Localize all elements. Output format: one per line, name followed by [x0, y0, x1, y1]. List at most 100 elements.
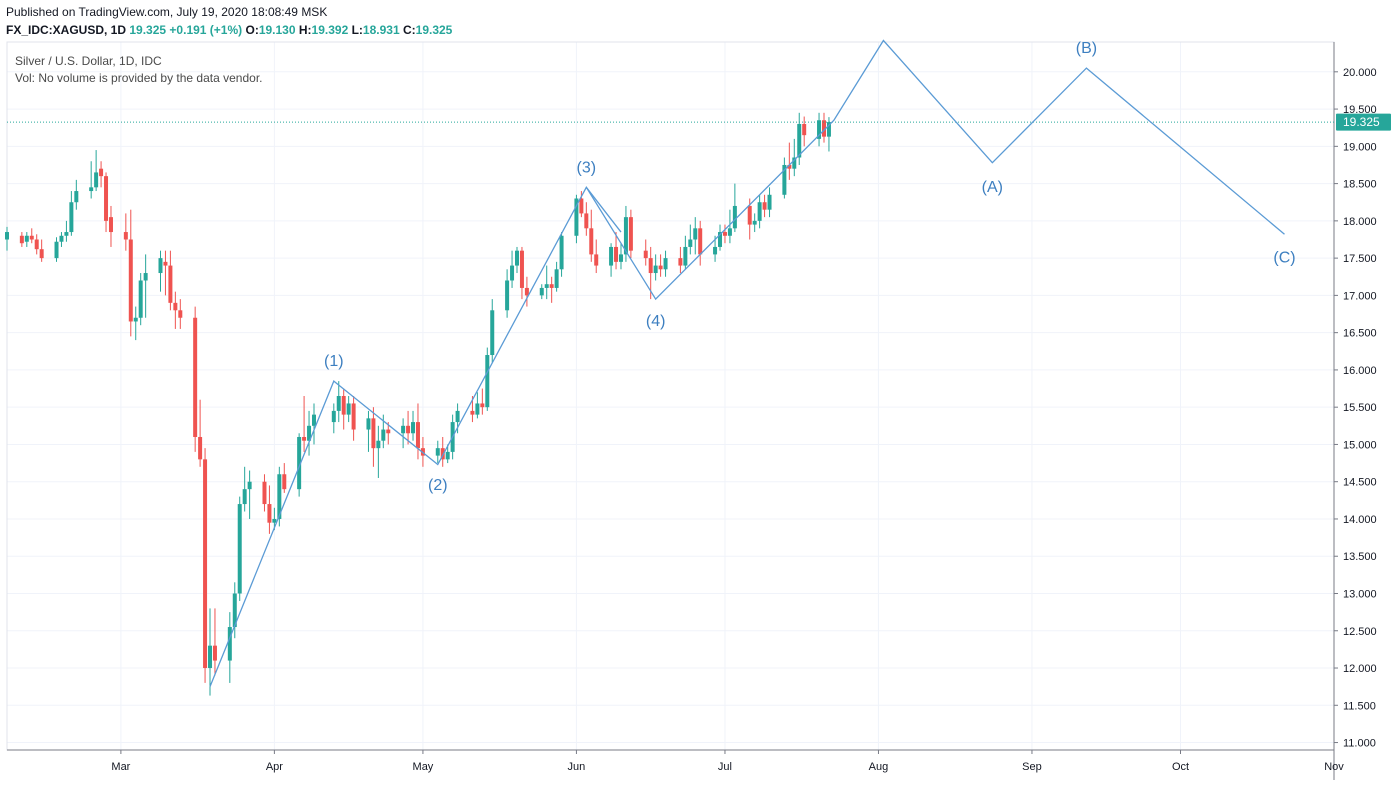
last-price-tag: 19.325 — [1336, 113, 1391, 131]
candle — [282, 463, 287, 493]
last-price-tag-label: 19.325 — [1343, 115, 1380, 129]
candle-body — [792, 157, 797, 169]
candle-body — [519, 250, 524, 288]
candle-body — [698, 228, 703, 255]
candle-body — [618, 254, 623, 262]
candle-body — [401, 425, 406, 434]
candle — [440, 436, 445, 467]
candle — [242, 466, 247, 512]
candle-body — [19, 235, 24, 244]
candle — [475, 392, 480, 419]
candle-body — [455, 410, 460, 423]
candle-body — [302, 436, 307, 441]
candle — [193, 306, 198, 452]
y-tick-label: 12.500 — [1343, 626, 1377, 638]
candle-body — [242, 489, 247, 505]
price-axis[interactable]: 11.000 11.500 12.000 12.500 13.000 13.500 14.0… — [1334, 67, 1377, 750]
candle — [411, 410, 416, 441]
candle-body — [173, 302, 178, 311]
candle-body — [544, 284, 549, 288]
candle — [69, 191, 74, 236]
candle — [618, 243, 623, 270]
time-axis[interactable]: Mar Apr May Jun Jul Aug Sep Oct Nov — [111, 750, 1344, 773]
y-tick-label: 13.500 — [1343, 551, 1377, 563]
candle — [658, 254, 663, 277]
candle — [232, 582, 237, 639]
candle-body — [445, 451, 450, 460]
candle — [792, 138, 797, 177]
y-tick-label: 18.500 — [1343, 179, 1377, 191]
candle — [5, 226, 9, 251]
candle-body — [693, 228, 698, 240]
candle — [490, 299, 495, 363]
candle — [203, 448, 208, 683]
candle — [406, 410, 411, 445]
wave-label: (3) — [577, 159, 597, 176]
candle — [39, 239, 44, 262]
candle — [663, 250, 668, 277]
candle — [718, 224, 723, 251]
candle-body — [267, 504, 272, 523]
candle-body — [232, 593, 237, 628]
candle-body — [178, 310, 183, 318]
candle — [24, 232, 29, 247]
candle-body — [762, 202, 767, 210]
candle-body — [554, 269, 559, 288]
candle-body — [406, 425, 411, 434]
y-tick-label: 11.000 — [1343, 738, 1376, 750]
candle — [336, 381, 341, 423]
y-tick-label: 19.500 — [1343, 104, 1377, 116]
candle — [54, 237, 59, 262]
candle — [401, 418, 406, 449]
candle — [386, 422, 391, 445]
candle-body — [212, 645, 217, 661]
candle — [623, 205, 628, 262]
candle — [302, 396, 307, 452]
candle — [510, 250, 515, 288]
candle — [485, 347, 490, 411]
candle — [757, 194, 762, 229]
symbol-label[interactable]: FX_IDC:XAGUSD, 1D — [6, 23, 127, 37]
candle — [752, 213, 757, 233]
candle-body — [381, 429, 386, 441]
y-tick-label: 13.000 — [1343, 588, 1377, 600]
y-tick-label: 14.500 — [1343, 477, 1377, 489]
candle-body — [282, 474, 287, 490]
x-tick-label: Oct — [1172, 761, 1189, 773]
candle — [797, 112, 802, 165]
candle — [519, 246, 524, 300]
candle-body — [817, 120, 822, 139]
candle — [212, 608, 217, 676]
wave-label: (4) — [646, 313, 666, 330]
candle — [762, 194, 767, 218]
candle-body — [470, 410, 475, 415]
low-label: L: — [351, 23, 363, 37]
candle-body — [539, 287, 544, 296]
elliott-wave-drawing[interactable]: (1) (2) (3) (4) (A) (B) (C) — [209, 39, 1296, 687]
candle-body — [386, 429, 391, 434]
candle-body — [59, 235, 64, 242]
candle — [505, 269, 510, 318]
candle-body — [34, 239, 39, 250]
candle-body — [584, 213, 589, 229]
candle-body — [653, 265, 658, 274]
candle-body — [341, 396, 346, 415]
candle — [554, 261, 559, 292]
candle — [247, 470, 252, 519]
open-label: O: — [245, 23, 259, 37]
candle-body — [722, 232, 727, 236]
candle — [435, 440, 440, 464]
candle — [802, 116, 807, 147]
wave-line — [209, 39, 1285, 687]
candle-body — [237, 504, 242, 594]
y-tick-label: 17.000 — [1343, 290, 1377, 302]
candle-body — [757, 202, 762, 221]
candle-body — [158, 258, 163, 274]
candle — [168, 250, 173, 311]
candle-body — [5, 232, 9, 240]
candle-body — [574, 198, 579, 236]
candle-body — [138, 280, 143, 318]
candle-body — [787, 164, 792, 169]
candle-body — [133, 317, 138, 322]
